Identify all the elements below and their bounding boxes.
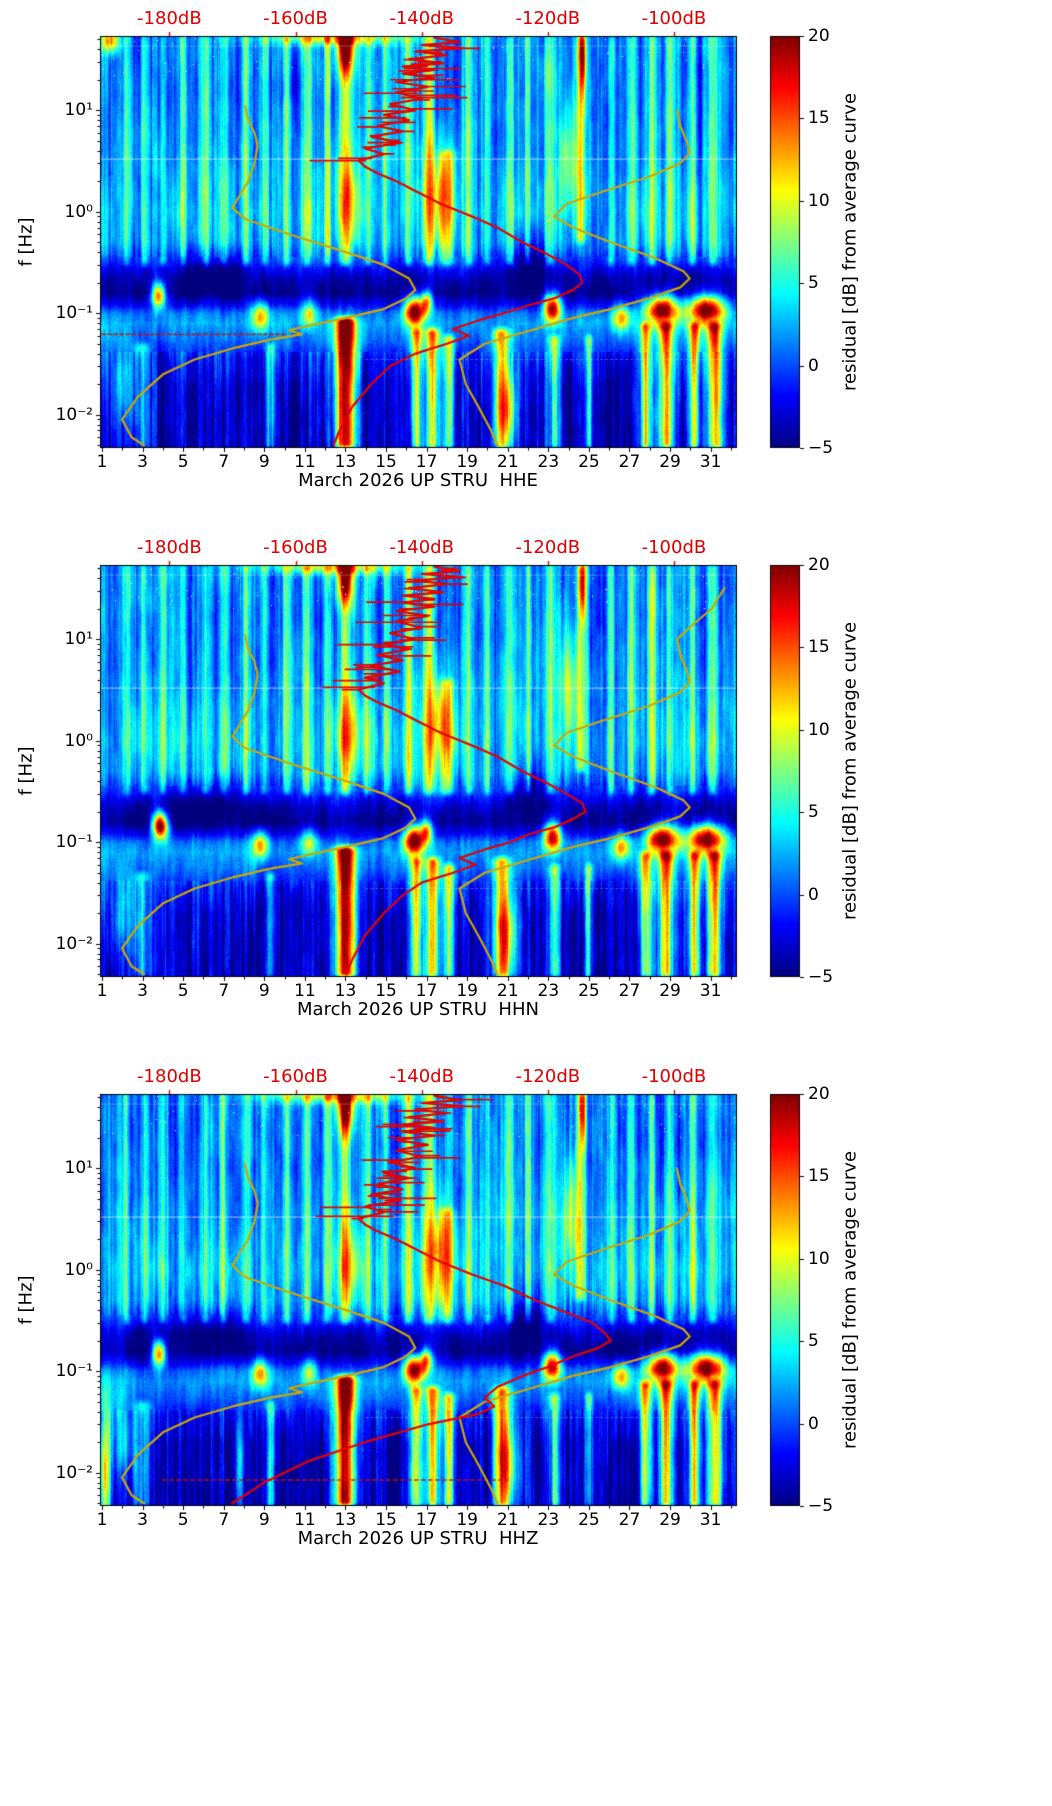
spectrogram-canvas-hhe [0,0,1052,529]
spectrogram-panel-hhe: f [Hz] March 2026 UP STRU HHE residual [… [0,0,1052,529]
spectrogram-panel-hhz: f [Hz] March 2026 UP STRU HHZ residual [… [0,1058,1052,1587]
spectrogram-canvas-hhn [0,529,1052,1058]
spectrogram-canvas-hhz [0,1058,1052,1587]
spectrogram-panel-hhn: f [Hz] March 2026 UP STRU HHN residual [… [0,529,1052,1058]
